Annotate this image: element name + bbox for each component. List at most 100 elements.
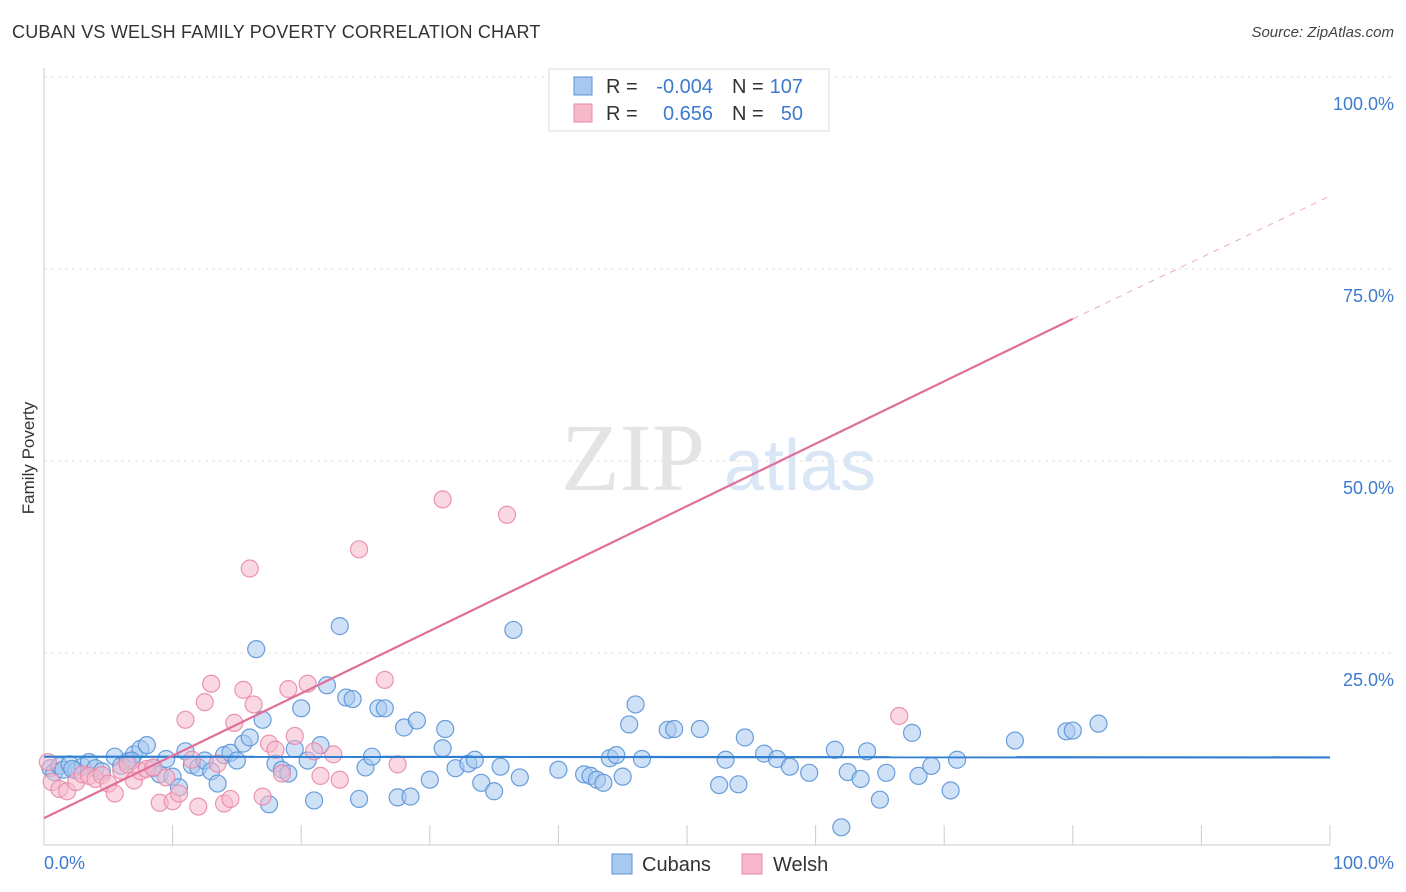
welsh-point-10 [105, 784, 124, 803]
cubans-point-81 [710, 775, 729, 795]
cubans-point-46 [343, 689, 362, 709]
chart-source: Source: ZipAtlas.com [1251, 24, 1394, 41]
cubans-point-57 [433, 739, 452, 758]
bottom-legend-swatch-cubans [611, 853, 633, 875]
cubans-point-73 [607, 746, 626, 765]
legend-swatch-welsh [573, 103, 593, 123]
cubans-point-88 [800, 763, 819, 782]
welsh-point-31 [240, 559, 259, 578]
legend-box [548, 68, 830, 132]
welsh-point-35 [266, 740, 285, 759]
welsh-point-48 [497, 505, 517, 524]
legend-n-label-cubans: N = [732, 76, 764, 98]
bottom-legend-label-cubans: Cubans [642, 854, 711, 876]
cubans-point-47 [349, 789, 369, 809]
cubans-point-98 [922, 756, 941, 775]
cubans-point-65 [504, 620, 523, 640]
cubans-point-95 [877, 763, 896, 782]
cubans-point-83 [729, 775, 748, 794]
cubans-point-99 [941, 781, 960, 800]
y-tick-labels: 25.0% 50.0% 75.0% 100.0% [1333, 94, 1394, 690]
welsh-point-42 [324, 745, 343, 764]
cubans-point-75 [620, 715, 639, 734]
cubans-point-92 [851, 769, 870, 789]
cubans-point-71 [594, 773, 613, 792]
welsh-point-23 [189, 797, 208, 816]
cubans-point-55 [407, 711, 427, 730]
cubans-point-76 [626, 695, 645, 714]
cubans-point-44 [330, 617, 349, 636]
cubans-point-96 [902, 723, 922, 742]
cubans-point-58 [436, 719, 455, 739]
cubans-point-84 [735, 728, 754, 747]
welsh-point-45 [375, 670, 394, 689]
cubans-point-66 [510, 768, 529, 787]
y-tick-label-75: 75.0% [1343, 286, 1394, 306]
trend-lines [43, 195, 1331, 820]
cubans-point-74 [613, 767, 632, 786]
cubans-point-15 [137, 736, 156, 755]
legend-n-label-welsh: N = [732, 103, 764, 125]
cubans-point-67 [549, 760, 568, 779]
cubans-point-64 [491, 757, 510, 776]
cubans-point-51 [375, 699, 394, 718]
y-tick-label-100: 100.0% [1333, 94, 1394, 114]
cubans-point-32 [247, 640, 266, 659]
welsh-point-0 [38, 752, 57, 772]
welsh-point-25 [202, 674, 221, 693]
cubans-point-103 [1063, 721, 1082, 740]
cubans-point-77 [632, 749, 652, 769]
legend-r-label-cubans: R = [606, 76, 638, 98]
welsh-point-30 [234, 680, 253, 699]
cubans-trend-line [43, 755, 1331, 759]
welsh-point-28 [221, 789, 240, 809]
welsh-point-26 [208, 754, 227, 773]
x-tick-label-max: 100.0% [1333, 853, 1394, 873]
watermark-atlas: atlas [724, 426, 876, 506]
cubans-point-54 [401, 787, 420, 806]
welsh-point-32 [244, 695, 263, 714]
cubans-point-80 [690, 719, 709, 739]
welsh-point-36 [272, 764, 292, 783]
cubans-point-39 [292, 699, 311, 718]
series-legend: Cubans Welsh [611, 853, 828, 876]
cubans-point-29 [227, 751, 246, 770]
cubans-point-93 [857, 742, 877, 761]
welsh-point-33 [253, 787, 272, 806]
welsh-point-44 [349, 540, 369, 559]
bottom-legend-swatch-welsh [741, 853, 763, 875]
welsh-point-21 [176, 710, 195, 729]
welsh-point-43 [330, 770, 349, 789]
cubans-point-41 [304, 791, 324, 810]
welsh-point-40 [304, 742, 324, 761]
cubans-point-94 [870, 790, 890, 809]
cubans-point-89 [825, 740, 844, 759]
welsh-point-38 [285, 726, 304, 746]
welsh-point-37 [279, 679, 298, 699]
welsh-point-49 [890, 706, 909, 726]
cubans-point-62 [472, 773, 491, 792]
cubans-point-43 [317, 676, 337, 695]
cubans-point-87 [780, 757, 799, 776]
cubans-point-61 [465, 750, 484, 769]
welsh-point-41 [311, 766, 330, 785]
series-welsh-points [38, 490, 909, 816]
welsh-point-22 [182, 750, 201, 769]
welsh-point-24 [195, 693, 214, 712]
legend-r-label-welsh: R = [606, 103, 638, 125]
cubans-point-101 [1005, 731, 1025, 750]
cubans-point-104 [1089, 714, 1108, 733]
x-tick-label-min: 0.0% [44, 853, 85, 873]
cubans-point-63 [485, 782, 504, 801]
cubans-point-56 [420, 770, 439, 789]
welsh-point-20 [169, 784, 189, 803]
bottom-legend-label-welsh: Welsh [773, 854, 828, 876]
welsh-trend-line [43, 317, 1074, 820]
cubans-point-82 [716, 750, 735, 769]
welsh-point-18 [157, 768, 176, 787]
legend-r-value-cubans: -0.004 [656, 76, 713, 98]
y-tick-label-25: 25.0% [1343, 670, 1394, 690]
cubans-point-31 [240, 728, 259, 747]
cubans-point-97 [909, 766, 928, 785]
